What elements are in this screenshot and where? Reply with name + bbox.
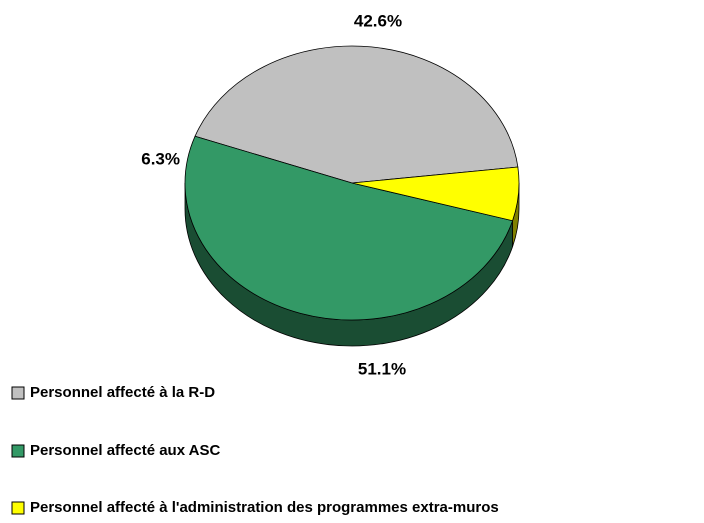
slice: [194, 45, 519, 184]
legend-swatch: [11, 386, 25, 400]
data-label: 51.1%: [358, 359, 406, 378]
data-label: 42.6%: [354, 11, 402, 30]
slice: [184, 135, 514, 321]
legend-label: Personnel affecté à la R-D: [30, 384, 215, 401]
slice: [351, 166, 520, 222]
legend-swatch: [11, 444, 25, 458]
legend-swatch: [11, 501, 25, 515]
legend-label: Personnel affecté à l'administration des…: [30, 499, 499, 516]
data-label: 6.3%: [141, 149, 180, 168]
legend-label: Personnel affecté aux ASC: [30, 442, 221, 459]
